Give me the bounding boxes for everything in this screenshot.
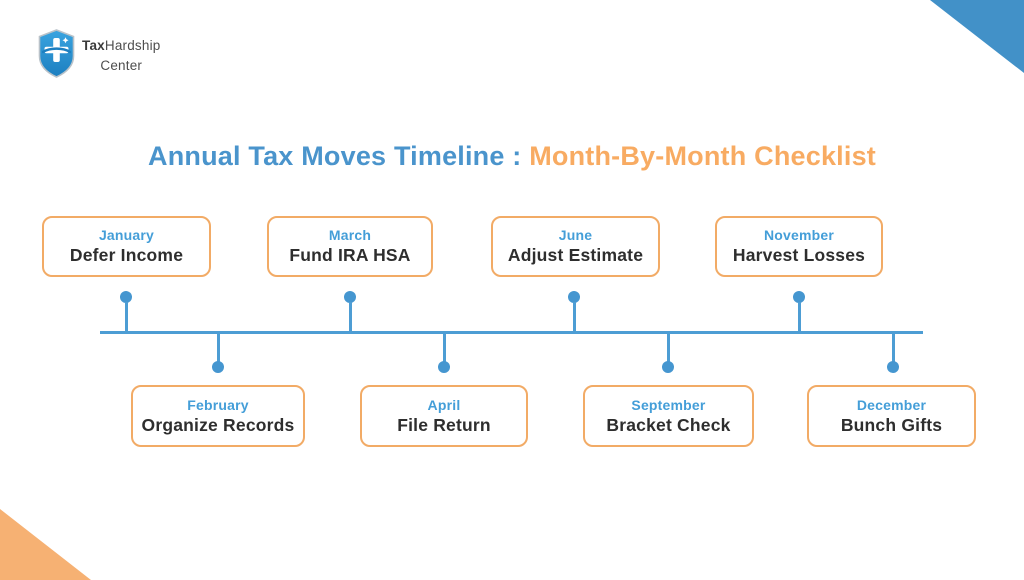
timeline-stem [572,302,576,333]
timeline-connector-april [438,332,450,373]
brand-name-bold: Tax [82,38,105,53]
timeline-dot [120,291,132,303]
page-title: Annual Tax Moves Timeline : Month-By-Mon… [0,141,1024,172]
timeline-axis [100,331,923,334]
month-card-january: January Defer Income [42,216,211,277]
timeline-stem [216,332,220,362]
timeline-connector-march [344,291,356,333]
timeline-dot [793,291,805,303]
brand-name: TaxHardship Center [82,36,161,75]
timeline-connector-december [887,332,899,373]
timeline-stem [891,332,895,362]
month-label: December [856,396,927,413]
timeline-dot [438,361,450,373]
action-label: Harvest Losses [732,245,866,265]
month-card-february: February Organize Records [131,385,305,447]
month-card-december: December Bunch Gifts [807,385,976,447]
timeline-connector-june [568,291,580,333]
month-label: February [187,396,249,413]
timeline-stem [666,332,670,362]
month-card-april: April File Return [360,385,528,447]
action-label: Organize Records [141,414,295,435]
action-label: Defer Income [69,245,184,265]
timeline-connector-november [793,291,805,333]
brand-name-rest: Hardship [104,38,161,53]
timeline-stem [348,302,352,333]
month-label: April [427,396,461,413]
action-label: Bracket Check [606,414,731,435]
timeline-dot [568,291,580,303]
month-label: June [558,227,593,243]
timeline-connector-september [662,332,674,373]
month-label: September [631,396,706,413]
page-title-orange: Month-By-Month Checklist [521,141,876,171]
corner-triangle-top-right [930,0,1024,73]
month-label: January [98,227,155,243]
timeline-connector-february [212,332,224,373]
timeline-connector-january [120,291,132,333]
action-label: Fund IRA HSA [289,245,411,265]
month-card-november: November Harvest Losses [715,216,883,277]
timeline-dot [212,361,224,373]
corner-triangle-bottom-left [0,509,91,580]
month-label: March [328,227,372,243]
timeline-stem [124,302,128,333]
timeline-stem [797,302,801,333]
shield-cross-icon [38,29,75,78]
timeline-dot [662,361,674,373]
month-card-june: June Adjust Estimate [491,216,660,277]
timeline-stem [442,332,446,362]
page-title-blue: Annual Tax Moves Timeline : [148,141,522,171]
timeline-dot [887,361,899,373]
action-label: Adjust Estimate [507,245,644,265]
action-label: File Return [397,414,491,435]
timeline-dot [344,291,356,303]
action-label: Bunch Gifts [840,414,943,435]
brand-logo: TaxHardship Center [38,29,161,78]
month-label: November [763,227,835,243]
month-card-september: September Bracket Check [583,385,754,447]
brand-name-line2: Center [100,57,143,73]
month-card-march: March Fund IRA HSA [267,216,433,277]
